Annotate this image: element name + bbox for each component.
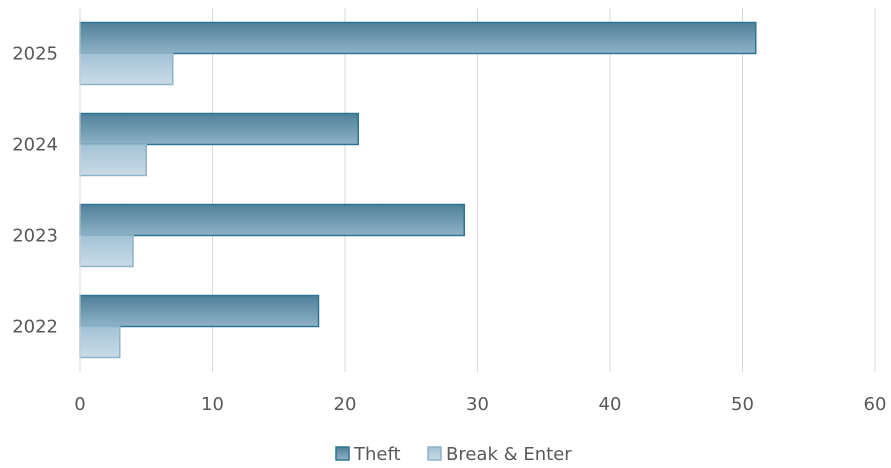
y-tick-labels: 2022 2023 2024 2025 — [12, 44, 58, 338]
x-tick-label: 30 — [466, 394, 489, 415]
x-tick-label: 50 — [731, 394, 754, 415]
bar-break-enter-2025 — [79, 52, 174, 86]
bar-theft-2023 — [79, 203, 465, 237]
bar-break-enter-2022 — [79, 325, 121, 359]
legend-swatch — [335, 446, 350, 461]
legend-label: Theft — [353, 444, 401, 465]
bar-theft-2025 — [79, 21, 757, 55]
y-tick-label: 2025 — [12, 44, 58, 65]
legend-label: Break & Enter — [446, 444, 572, 465]
bars — [79, 21, 757, 359]
bar-break-enter-2023 — [79, 234, 134, 268]
bar-theft-2022 — [79, 294, 320, 328]
legend: Theft Break & Enter — [335, 444, 572, 465]
x-tick-label: 60 — [864, 394, 887, 415]
y-tick-label: 2022 — [12, 317, 58, 338]
bar-break-enter-2024 — [79, 143, 147, 177]
y-tick-label: 2024 — [12, 135, 58, 156]
y-tick-label: 2023 — [12, 226, 58, 247]
x-tick-label: 0 — [74, 394, 85, 415]
x-tick-label: 40 — [599, 394, 622, 415]
x-tick-label: 20 — [334, 394, 357, 415]
bar-theft-2024 — [79, 112, 359, 146]
legend-swatch — [427, 446, 442, 461]
x-tick-label: 10 — [201, 394, 224, 415]
x-tick-labels: 0 10 20 30 40 50 60 — [74, 394, 886, 415]
